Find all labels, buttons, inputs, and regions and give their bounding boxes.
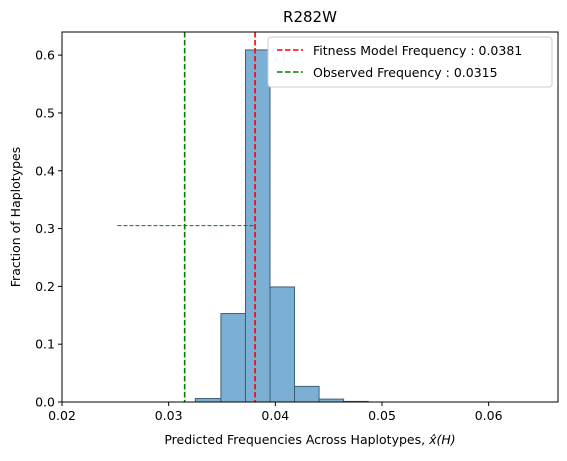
y-tick-label-1: 0.1 [35, 337, 55, 352]
histogram-bar-2 [244, 49, 271, 403]
y-tick-label-3: 0.3 [35, 221, 55, 236]
y-tick-label-2: 0.2 [35, 279, 55, 294]
x-tick-label-1: 0.03 [155, 408, 183, 423]
legend-label-observed: Observed Frequency : 0.0315 [313, 65, 498, 80]
x-axis-label-math: x̂(H) [428, 432, 456, 447]
legend: Fitness Model Frequency : 0.0381 Observe… [267, 36, 553, 88]
x-tick-label-3: 0.05 [368, 408, 396, 423]
histogram-bar-0 [194, 398, 222, 403]
legend-label-fitness: Fitness Model Frequency : 0.0381 [313, 43, 522, 58]
x-tick-label-2: 0.04 [261, 408, 289, 423]
histogram-bar-1 [220, 313, 246, 403]
y-axis: 0.0 0.1 0.2 0.3 0.4 0.5 0.6 [35, 48, 62, 410]
x-axis: 0.02 0.03 0.04 0.05 0.06 [48, 402, 503, 423]
chart-title: R282W [283, 8, 337, 26]
x-axis-label: Predicted Frequencies Across Haplotypes,… [164, 432, 455, 447]
y-tick-label-0: 0.0 [35, 395, 55, 410]
y-tick-label-5: 0.5 [35, 105, 55, 120]
y-tick-label-4: 0.4 [35, 163, 55, 178]
x-tick-label-0: 0.02 [48, 408, 76, 423]
y-tick-label-6: 0.6 [35, 48, 55, 63]
y-axis-label: Fraction of Haplotypes [8, 147, 23, 287]
histogram-bar-3 [269, 286, 296, 403]
legend-box [267, 36, 553, 88]
plot-frame [61, 31, 559, 403]
x-tick-label-4: 0.06 [475, 408, 503, 423]
histogram-bar-4 [294, 385, 320, 403]
reference-lines [117, 32, 256, 402]
x-axis-label-text: Predicted Frequencies Across Haplotypes, [164, 432, 429, 447]
